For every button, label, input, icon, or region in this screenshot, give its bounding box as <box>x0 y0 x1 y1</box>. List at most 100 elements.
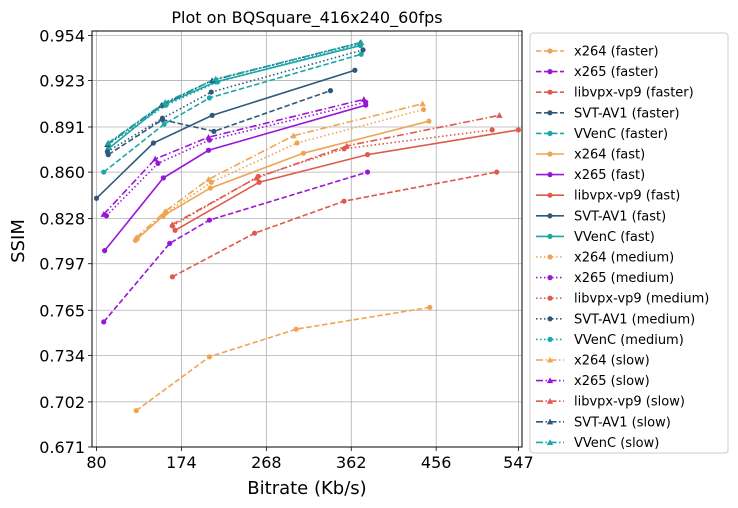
y-tick-label: 0.671 <box>39 438 85 457</box>
data-point <box>420 106 427 113</box>
y-axis-title: SSIM <box>8 219 29 263</box>
x-tick-label: 268 <box>251 453 282 472</box>
series-x265-fast <box>102 102 369 254</box>
data-point <box>102 248 108 254</box>
data-point <box>205 147 212 153</box>
legend-marker <box>547 233 553 239</box>
data-point <box>169 274 175 280</box>
legend-item: SVT-AV1 (faster) <box>536 106 680 121</box>
data-point <box>100 211 107 217</box>
x-tick-label: 547 <box>503 453 534 472</box>
series-svt-av1-fast <box>93 67 358 201</box>
legend-item: libvpx-vp9 (medium) <box>536 292 709 307</box>
legend-label: libvpx-vp9 (slow) <box>574 395 685 410</box>
series-line <box>106 49 364 153</box>
legend-item: SVT-AV1 (fast) <box>536 209 666 224</box>
legend-marker <box>547 336 553 342</box>
data-point <box>206 95 213 101</box>
y-tick-label: 0.923 <box>39 71 85 90</box>
grid-layer <box>92 31 522 448</box>
x-tick-label: 174 <box>166 453 197 472</box>
series-x264-slow <box>133 100 426 241</box>
data-point <box>364 152 371 158</box>
y-tick-label: 0.860 <box>39 163 85 182</box>
legend-item: x265 (slow) <box>536 374 650 389</box>
data-point <box>489 127 495 133</box>
y-tick-label: 0.954 <box>39 26 85 45</box>
data-point <box>152 155 159 162</box>
data-point <box>293 326 299 332</box>
legend-marker <box>546 398 554 404</box>
series-line <box>95 69 356 199</box>
series-line <box>135 102 423 239</box>
series-layer <box>93 39 521 414</box>
data-point <box>253 174 260 181</box>
legend-label: VVenC (slow) <box>574 436 659 451</box>
series-line <box>107 43 361 146</box>
y-tick-label: 0.734 <box>39 346 85 365</box>
data-point <box>206 217 213 223</box>
data-point <box>205 176 212 182</box>
legend: x264 (faster) x265 (faster) libvpx-vp9 (fa… <box>529 32 729 454</box>
data-point <box>515 127 521 133</box>
legend-marker <box>547 295 553 301</box>
legend-marker <box>547 192 553 198</box>
legend-item: libvpx-vp9 (fast) <box>536 189 680 204</box>
legend-item: x264 (faster) <box>536 45 659 60</box>
legend-item: VVenC (medium) <box>536 333 684 348</box>
legend-item: x265 (medium) <box>536 271 674 286</box>
data-point <box>172 227 178 233</box>
data-point <box>105 139 112 146</box>
series-x264-fast <box>132 118 432 244</box>
data-point <box>207 185 213 191</box>
data-point <box>93 195 100 201</box>
series-svt-av1-medium <box>104 47 366 155</box>
chart-title: Plot on BQSquare_416x240_60fps <box>171 8 442 28</box>
legend-item: SVT-AV1 (slow) <box>536 415 671 430</box>
legend-item: x264 (fast) <box>536 148 645 163</box>
series-x264-faster <box>133 304 433 414</box>
data-point <box>133 408 139 414</box>
legend-marker <box>547 213 553 219</box>
legend-label: VVenC (faster) <box>574 127 668 142</box>
y-tick-label: 0.765 <box>39 301 85 320</box>
legend-label: x264 (fast) <box>574 148 645 163</box>
data-point <box>155 160 161 166</box>
y-tick-label: 0.891 <box>39 118 85 137</box>
x-axis-title: Bitrate (Kb/s) <box>247 478 366 499</box>
data-point <box>169 221 176 228</box>
data-point <box>161 121 167 127</box>
legend-label: x265 (fast) <box>574 168 645 183</box>
data-point <box>133 234 140 241</box>
data-point <box>160 175 166 181</box>
x-tick-label: 80 <box>86 453 106 472</box>
legend-item: VVenC (faster) <box>536 127 668 142</box>
data-point <box>290 132 297 139</box>
data-point <box>294 140 300 146</box>
data-point <box>161 99 169 105</box>
series-line <box>103 53 362 173</box>
series-line <box>171 129 493 227</box>
data-point <box>360 47 366 53</box>
series-vvenc-faster <box>101 51 364 175</box>
data-point <box>101 169 107 175</box>
legend-box <box>529 32 729 454</box>
legend-marker <box>547 172 553 178</box>
legend-marker <box>546 356 554 363</box>
data-point <box>352 67 358 73</box>
data-point <box>167 240 173 246</box>
legend-label: libvpx-vp9 (fast) <box>574 189 680 204</box>
data-point <box>206 354 213 360</box>
data-point <box>158 101 165 108</box>
legend-marker <box>546 418 554 425</box>
data-point <box>212 75 219 82</box>
legend-marker <box>546 377 554 384</box>
series-x265-faster <box>101 169 371 325</box>
series-line <box>172 171 497 278</box>
data-point <box>300 150 306 156</box>
legend-label: x264 (faster) <box>574 45 659 60</box>
data-point <box>256 179 262 185</box>
data-point <box>494 169 500 175</box>
data-point <box>496 112 503 118</box>
